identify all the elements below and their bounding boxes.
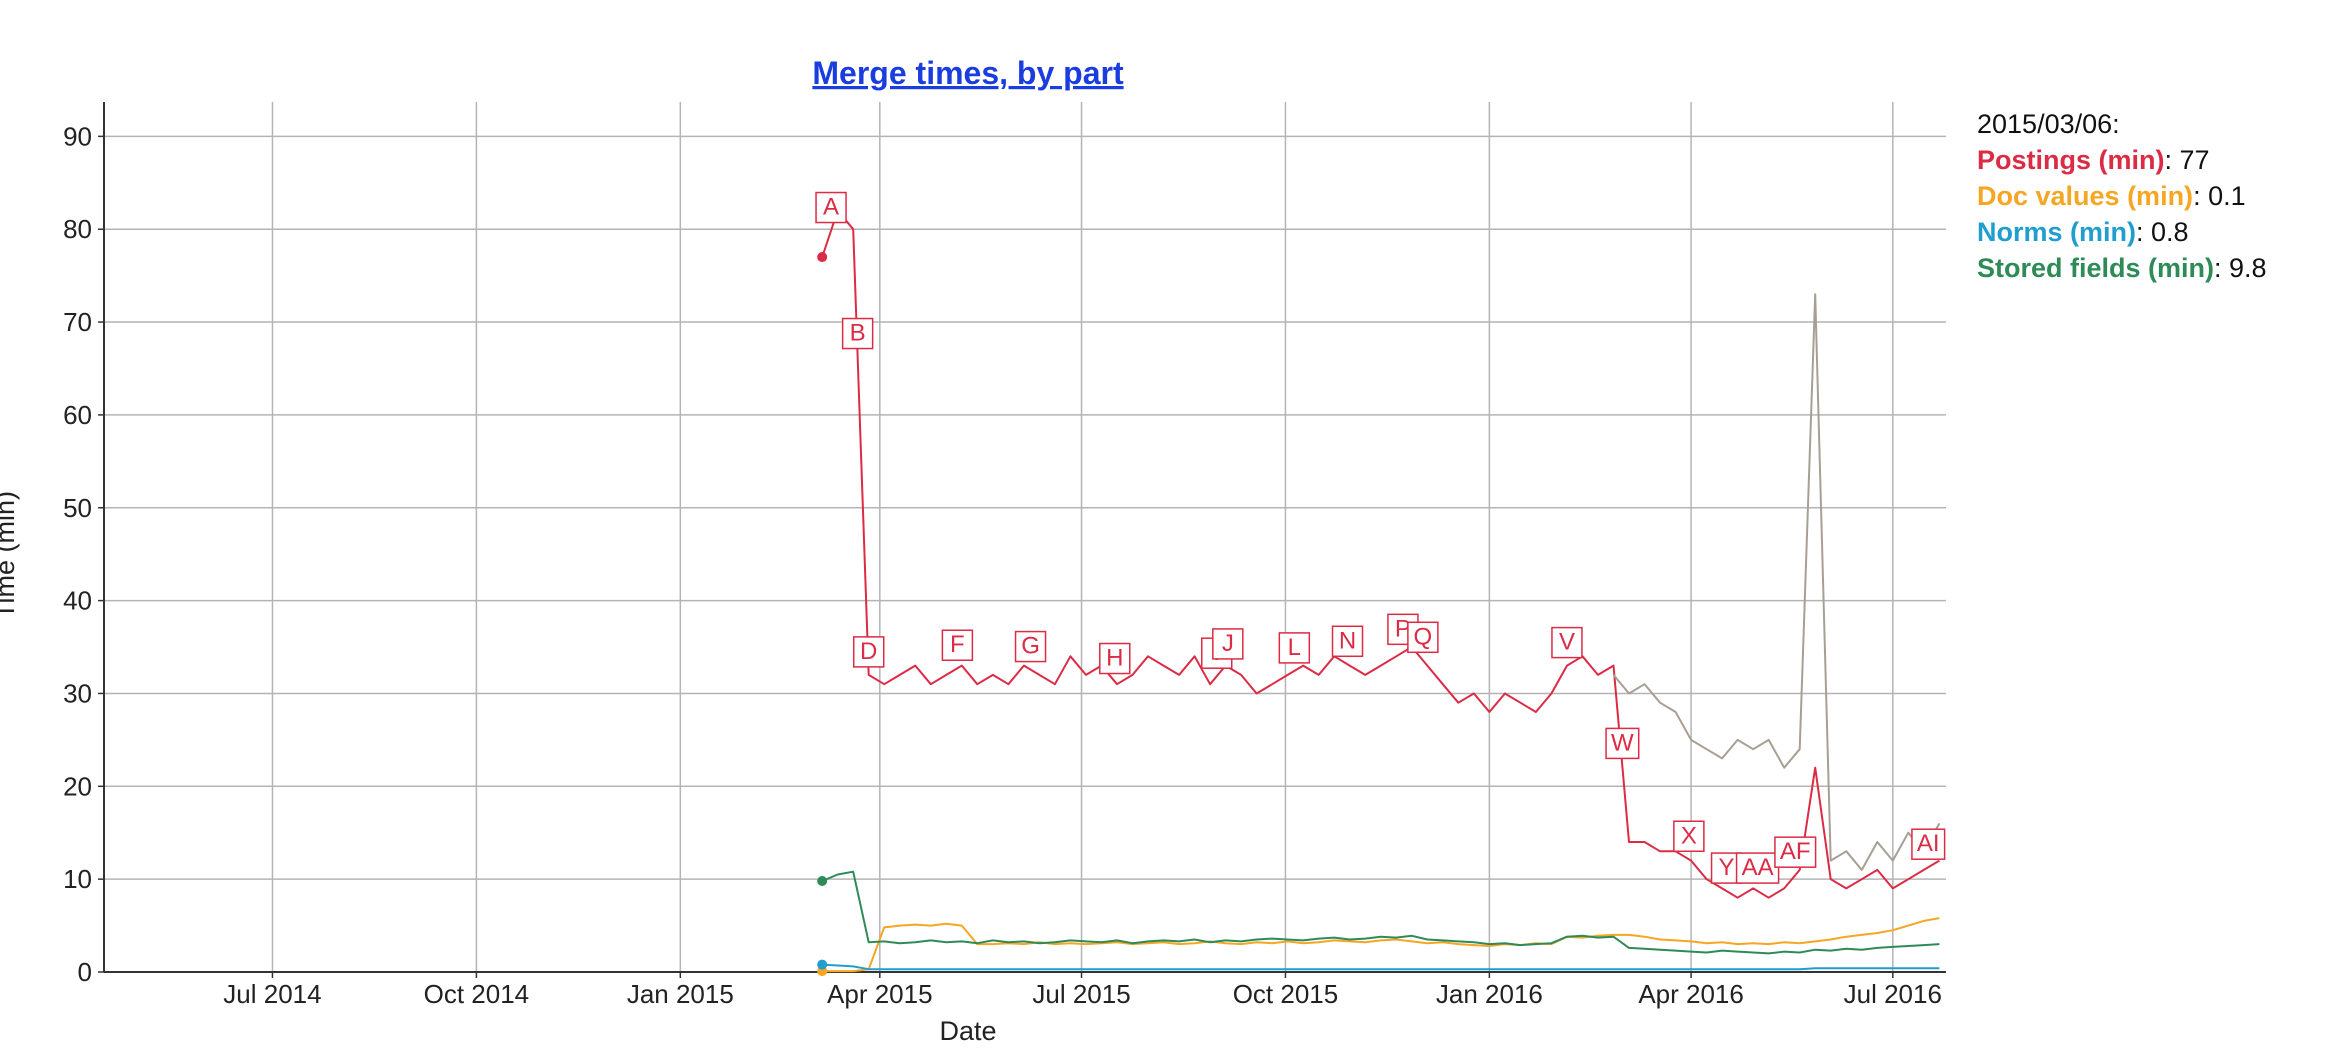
annotation-box bbox=[1673, 820, 1705, 853]
annotation-box bbox=[1014, 630, 1047, 663]
x-tick-label: Jan 2015 bbox=[627, 979, 734, 1009]
chart-title[interactable]: Merge times, by part bbox=[812, 55, 1124, 91]
annotation-box bbox=[1605, 727, 1640, 760]
annotation-box bbox=[1911, 828, 1946, 860]
y-tick-label: 40 bbox=[63, 586, 92, 616]
y-tick-label: 30 bbox=[63, 678, 92, 708]
annotation-label: N bbox=[1339, 627, 1356, 654]
annotation: Q bbox=[1407, 621, 1439, 654]
annotation: H bbox=[1099, 642, 1131, 675]
annotation: AA bbox=[1735, 852, 1780, 884]
x-tick-label: Oct 2015 bbox=[1233, 979, 1339, 1009]
annotation-label: Q bbox=[1414, 623, 1433, 650]
annotation: N bbox=[1331, 625, 1364, 658]
series-line bbox=[821, 209, 1940, 899]
series-line bbox=[821, 870, 1940, 955]
y-tick-label: 0 bbox=[78, 957, 92, 987]
annotation-box bbox=[1407, 621, 1439, 654]
annotation: A bbox=[815, 191, 847, 224]
annotation-box bbox=[1099, 642, 1131, 675]
annotation-box bbox=[1212, 628, 1244, 660]
annotation: AF bbox=[1774, 836, 1817, 868]
legend-separator: : bbox=[2193, 181, 2208, 211]
legend-separator: : bbox=[2165, 145, 2180, 175]
legend-name: Stored fields (min) bbox=[1977, 253, 2214, 283]
y-tick-label: 90 bbox=[63, 121, 92, 151]
annotation: AI bbox=[1911, 828, 1946, 860]
series-line bbox=[822, 917, 1940, 973]
annotation-box bbox=[941, 629, 974, 661]
annotation-box bbox=[852, 636, 885, 668]
legend-name: Postings (min) bbox=[1977, 145, 2165, 175]
annotation-label: F bbox=[950, 631, 965, 658]
annotation-box bbox=[841, 317, 874, 350]
legend-value: 0.1 bbox=[2208, 181, 2246, 211]
annotation-label: D bbox=[860, 638, 877, 665]
legend-title: 2015/03/06: bbox=[1977, 109, 2120, 139]
annotation-box bbox=[1774, 836, 1817, 868]
annotation: W bbox=[1605, 727, 1640, 760]
annotation-label: P bbox=[1395, 615, 1411, 642]
annotation-label: W bbox=[1611, 729, 1634, 756]
highlight-point bbox=[817, 959, 828, 970]
annotation: L bbox=[1278, 632, 1311, 664]
annotation-box bbox=[1331, 625, 1364, 658]
x-tick-label: Apr 2016 bbox=[1638, 979, 1744, 1009]
annotation-label: A bbox=[823, 194, 839, 221]
x-axis-label: Date bbox=[939, 1016, 996, 1046]
annotation-box bbox=[1551, 626, 1583, 659]
legend-name: Norms (min) bbox=[1977, 217, 2136, 247]
annotation-label: G bbox=[1021, 633, 1040, 660]
x-tick-label: Jan 2016 bbox=[1436, 979, 1543, 1009]
annotation-box bbox=[815, 191, 847, 224]
x-tick-label: Jul 2015 bbox=[1032, 979, 1130, 1009]
legend-separator: : bbox=[2214, 253, 2229, 283]
highlight-point bbox=[817, 876, 828, 887]
annotation-label: Y bbox=[1719, 854, 1735, 881]
annotation: X bbox=[1673, 820, 1705, 853]
annotation: J bbox=[1212, 628, 1244, 660]
x-tick-label: Oct 2014 bbox=[424, 979, 530, 1009]
annotation-label: V bbox=[1559, 629, 1575, 656]
annotation: G bbox=[1014, 630, 1047, 663]
annotation-box bbox=[1735, 852, 1780, 884]
y-tick-label: 10 bbox=[63, 864, 92, 894]
legend-entry: Doc values (min): 0.1 bbox=[1977, 181, 2246, 211]
y-tick-label: 70 bbox=[63, 307, 92, 337]
legend-entry: Postings (min): 77 bbox=[1977, 145, 2210, 175]
legend-value: 77 bbox=[2180, 145, 2210, 175]
x-tick-label: Apr 2015 bbox=[827, 979, 933, 1009]
series-line bbox=[1612, 293, 1941, 871]
annotation-label: B bbox=[850, 320, 866, 347]
y-tick-label: 50 bbox=[63, 493, 92, 523]
annotation-label: AI bbox=[1917, 830, 1940, 857]
y-tick-label: 20 bbox=[63, 771, 92, 801]
legend-entry: Norms (min): 0.8 bbox=[1977, 217, 2189, 247]
legend-separator: : bbox=[2136, 217, 2151, 247]
legend-value: 9.8 bbox=[2229, 253, 2267, 283]
x-tick-label: Jul 2014 bbox=[223, 979, 321, 1009]
annotation: D bbox=[852, 636, 885, 668]
annotation-label: J bbox=[1222, 630, 1234, 657]
annotation: V bbox=[1551, 626, 1583, 659]
annotation-label: L bbox=[1288, 634, 1301, 661]
series-line bbox=[822, 963, 1940, 971]
legend-value: 0.8 bbox=[2151, 217, 2189, 247]
y-axis-label: Time (min) bbox=[0, 491, 20, 619]
y-tick-label: 80 bbox=[63, 214, 92, 244]
annotation-label: AF bbox=[1780, 838, 1811, 865]
x-tick-label: Jul 2016 bbox=[1844, 979, 1942, 1009]
annotation: B bbox=[841, 317, 874, 350]
annotation-box bbox=[1278, 632, 1311, 664]
highlight-point bbox=[817, 252, 828, 263]
annotation-label: X bbox=[1681, 822, 1697, 849]
y-tick-label: 60 bbox=[63, 400, 92, 430]
legend-entry: Stored fields (min): 9.8 bbox=[1977, 253, 2267, 283]
annotation-label: H bbox=[1106, 645, 1123, 672]
legend-name: Doc values (min) bbox=[1977, 181, 2193, 211]
annotation: F bbox=[941, 629, 974, 661]
annotation-label: AA bbox=[1742, 854, 1774, 881]
